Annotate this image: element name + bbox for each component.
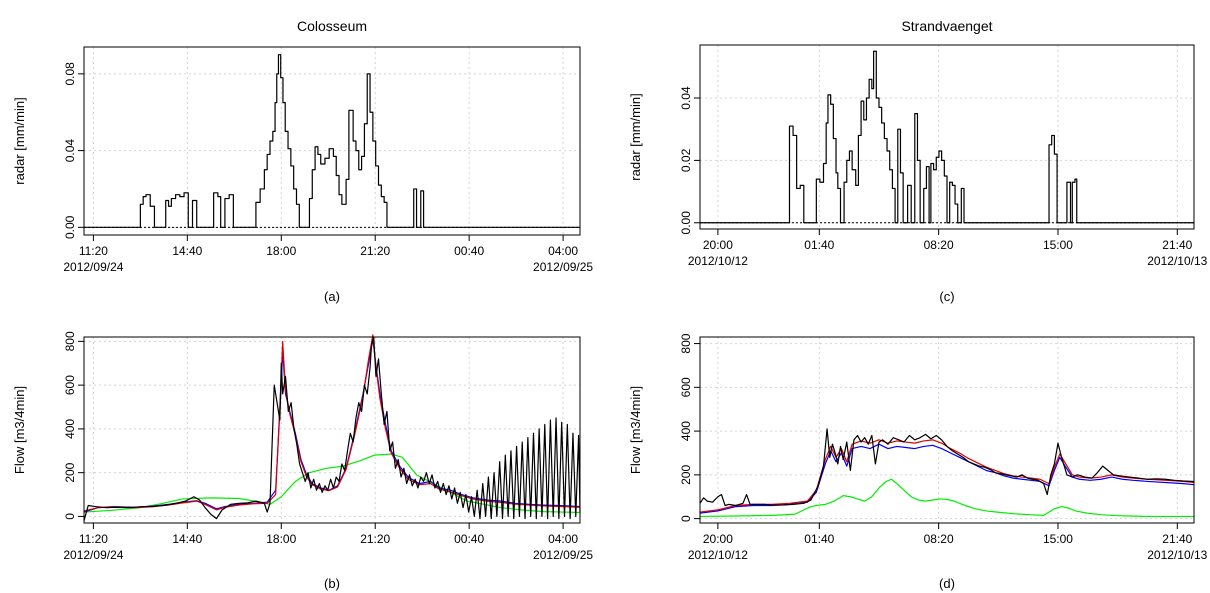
x-tick-date-label: 2012/10/12: [688, 548, 748, 562]
y-tick-label: 0: [63, 513, 77, 520]
x-tick-label: 14:40: [172, 244, 202, 258]
chart-title: Colosseum: [297, 18, 367, 34]
series-line-d-3: [699, 428, 1195, 507]
x-tick-label: 21:40: [1162, 238, 1192, 252]
y-tick-label: 0.00: [63, 215, 77, 239]
y-axis-label: Flow [m3/4min]: [628, 386, 643, 474]
series-line-b-2: [83, 334, 581, 512]
y-tick-label: 400: [679, 421, 693, 441]
x-tick-label: 04:00: [548, 244, 578, 258]
y-tick-label: 0.04: [679, 86, 693, 110]
panel-d: 0 200 400 600 800 20:00 2012/10/12 01:40 08:20 15…: [628, 333, 1208, 591]
x-tick-label: 08:20: [924, 532, 954, 546]
x-tick-label: 00:40: [454, 532, 484, 546]
plot-frame: [83, 46, 581, 236]
x-tick-date-label: 2012/10/13: [1147, 548, 1207, 562]
x-tick-label: 01:40: [804, 238, 834, 252]
y-tick-label: 0.02: [679, 148, 693, 172]
y-tick-label: 600: [679, 377, 693, 397]
x-tick-date-label: 2012/09/25: [533, 548, 593, 562]
series-line-c-0: [700, 50, 1194, 224]
plot-frame: [699, 336, 1195, 524]
plot-frame: [699, 44, 1195, 230]
panel-c: 0.00 0.02 0.04 20:00 2012/10/12 01:40 08:20 15:…: [628, 18, 1208, 304]
y-tick-label: 400: [63, 419, 77, 439]
x-tick-label: 18:00: [266, 244, 296, 258]
x-tick-label: 15:00: [1043, 532, 1073, 546]
x-tick-label: 01:40: [804, 532, 834, 546]
y-tick-label: 0.04: [63, 139, 77, 163]
x-tick-date-label: 2012/09/24: [63, 260, 123, 274]
y-axis-label: radar [mm/min]: [12, 97, 27, 184]
series-line-b-3: [83, 336, 581, 521]
x-tick-label: 15:00: [1043, 238, 1073, 252]
y-axis-label: radar [mm/min]: [628, 93, 643, 180]
panel-a: 0.00 0.04 0.08 11:20 2012/09/24 14:40 18:00 21:…: [12, 18, 593, 304]
x-tick-label: 20:00: [703, 532, 733, 546]
x-tick-date-label: 2012/10/12: [688, 254, 748, 268]
y-tick-label: 600: [63, 375, 77, 395]
y-tick-label: 200: [679, 465, 693, 485]
y-tick-label: 0: [679, 515, 693, 522]
y-tick-label: 800: [63, 331, 77, 351]
series-line-d-0: [699, 478, 1194, 518]
x-tick-label: 18:00: [266, 532, 296, 546]
x-tick-label: 04:00: [548, 532, 578, 546]
panel-caption: (b): [324, 576, 340, 591]
y-axis-label: Flow [m3/4min]: [12, 386, 27, 474]
x-tick-label: 20:00: [703, 238, 733, 252]
x-tick-date-label: 2012/09/24: [63, 548, 123, 562]
x-tick-label: 21:20: [360, 244, 390, 258]
y-tick-label: 200: [63, 462, 77, 482]
panel-caption: (c): [939, 289, 954, 304]
series-line-a-0: [84, 54, 580, 228]
x-tick-label: 11:20: [79, 244, 108, 258]
panel-caption: (d): [939, 576, 955, 591]
y-tick-label: 800: [679, 333, 693, 353]
y-tick-label: 0.00: [679, 211, 693, 235]
y-tick-label: 0.08: [63, 62, 77, 86]
panel-b: 0 200 400 600 800 11:20 2012/09/24 14:40 18:00 21…: [12, 331, 593, 591]
panel-caption: (a): [324, 289, 340, 304]
x-tick-date-label: 2012/09/25: [533, 260, 593, 274]
chart-title: Strandvaenget: [901, 18, 992, 34]
series-line-d-1: [699, 443, 1195, 514]
x-tick-label: 21:20: [360, 532, 390, 546]
x-tick-label: 08:20: [924, 238, 954, 252]
x-tick-label: 21:40: [1162, 532, 1192, 546]
x-tick-label: 00:40: [454, 244, 484, 258]
plot-frame: [83, 336, 581, 524]
x-tick-label: 11:20: [79, 532, 108, 546]
series-line-b-1: [83, 338, 581, 513]
x-tick-label: 14:40: [172, 532, 202, 546]
x-tick-date-label: 2012/10/13: [1147, 254, 1207, 268]
